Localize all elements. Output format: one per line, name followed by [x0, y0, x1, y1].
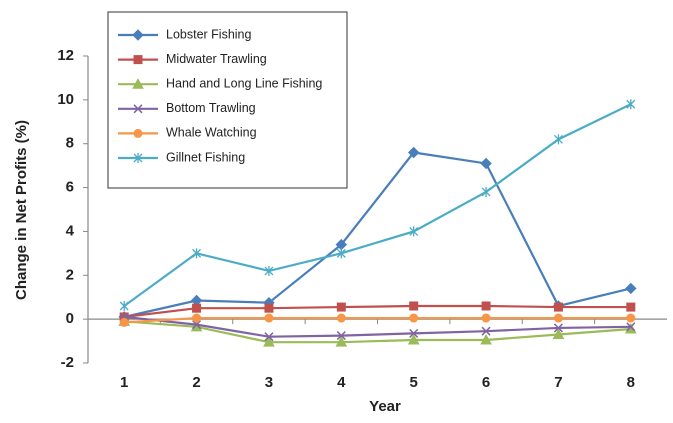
series-line: [124, 315, 631, 338]
point: [481, 301, 491, 311]
y-tick-label: 2: [66, 266, 74, 283]
point: [553, 323, 563, 333]
legend-label: Bottom Trawling: [166, 101, 256, 115]
point: [336, 248, 346, 259]
legend-label: Whale Watching: [166, 126, 257, 140]
point: [336, 313, 346, 323]
y-tick-label: 10: [57, 91, 74, 108]
x-tick-label: 8: [627, 374, 635, 391]
point: [119, 300, 129, 311]
point: [553, 134, 563, 145]
y-axis-label: Change in Net Profits (%): [13, 120, 30, 300]
point: [264, 265, 274, 276]
point: [626, 302, 636, 312]
y-tick-label: 6: [66, 179, 74, 196]
series-line: [124, 320, 631, 344]
series-line: [123, 151, 632, 319]
legend-marker: [132, 78, 144, 89]
point: [409, 301, 419, 311]
point: [626, 322, 636, 332]
series-line: [123, 103, 632, 307]
point: [625, 282, 637, 295]
x-tick-label: 1: [120, 374, 128, 391]
legend-label: Midwater Trawling: [166, 52, 267, 66]
legend-label: Hand and Long Line Fishing: [166, 76, 322, 90]
legend-label: Gillnet Fishing: [166, 150, 245, 164]
x-axis-label: Year: [369, 398, 401, 415]
legend-label: Lobster Fishing: [166, 27, 252, 41]
y-tick-label: 12: [57, 47, 74, 64]
point: [553, 313, 563, 323]
legend: Lobster Fishing Midwater Trawling Hand and…: [107, 11, 348, 189]
legend-marker: [133, 128, 143, 138]
legend-marker: [132, 29, 144, 41]
point: [626, 99, 636, 110]
x-tick-label: 3: [265, 374, 273, 391]
point: [192, 303, 202, 313]
legend-marker: [133, 153, 143, 163]
point: [409, 226, 419, 237]
point: [336, 331, 346, 341]
legend-marker: [133, 55, 143, 65]
point: [264, 332, 274, 342]
series-line: [124, 304, 631, 319]
point: [481, 186, 491, 197]
point: [626, 313, 636, 323]
point: [119, 317, 129, 327]
x-tick-label: 6: [482, 374, 490, 391]
x-tick-label: 2: [192, 374, 200, 391]
series-line: [124, 316, 631, 324]
point: [192, 248, 202, 259]
point: [264, 313, 274, 323]
x-tick-label: 4: [337, 374, 346, 391]
x-tick-label: 7: [554, 374, 562, 391]
point: [407, 146, 420, 159]
point: [409, 328, 419, 338]
point: [553, 302, 563, 312]
y-tick-label: 8: [66, 135, 74, 152]
point: [263, 336, 275, 347]
point: [264, 303, 274, 313]
x-tick-label: 5: [410, 374, 418, 391]
legend-marker: [133, 104, 143, 114]
point: [335, 336, 348, 347]
point: [480, 333, 492, 345]
y-tick-label: 4: [66, 222, 75, 239]
point: [409, 313, 419, 323]
point: [552, 328, 565, 339]
point: [481, 313, 491, 323]
point: [481, 326, 491, 336]
point: [480, 157, 492, 170]
y-tick-label: 0: [66, 310, 74, 327]
point: [192, 320, 202, 330]
point: [407, 333, 420, 345]
point: [192, 313, 202, 323]
point: [336, 302, 346, 312]
y-tick-label: -2: [61, 354, 74, 371]
